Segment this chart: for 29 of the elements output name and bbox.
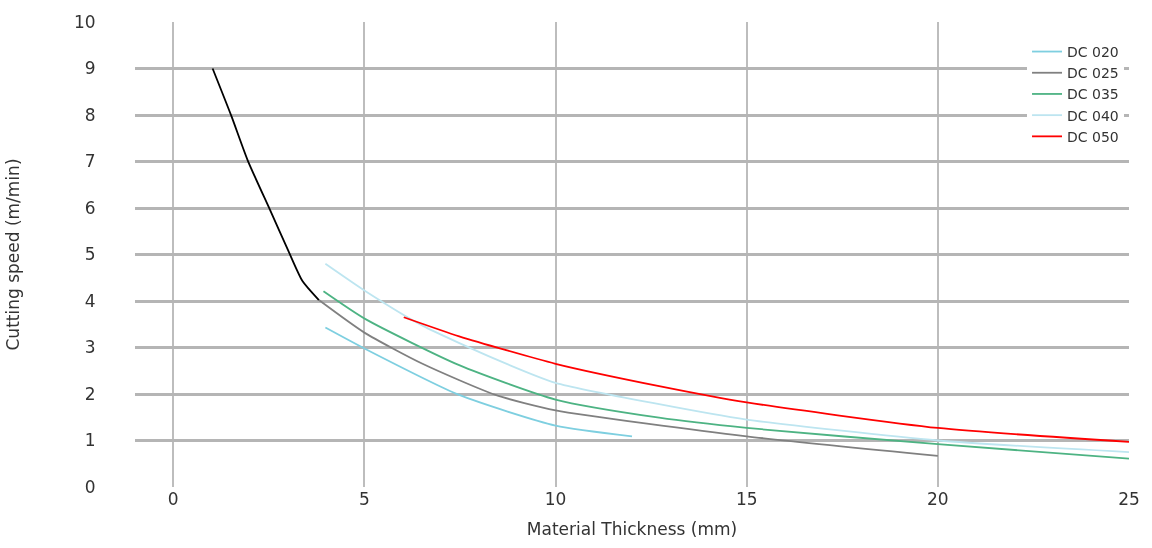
legend-label: DC 050 [1067, 128, 1119, 145]
y-tick-label: 2 [84, 383, 96, 404]
y-tick-label: 9 [84, 58, 96, 79]
legend-label: DC 020 [1067, 44, 1119, 61]
line-series [402, 316, 1129, 443]
y-tick-label: 6 [84, 197, 96, 218]
line-series [324, 326, 633, 438]
x-tick-label: 0 [167, 489, 179, 509]
line-series [211, 67, 320, 301]
x-tick-label: 15 [735, 489, 758, 509]
x-tick-label: 10 [544, 489, 567, 509]
line-series [324, 262, 1129, 454]
y-tick-label: 1 [84, 430, 96, 451]
legend-label: DC 040 [1067, 107, 1119, 124]
y-tick-label: 8 [84, 104, 96, 125]
y-axis-title: Cutting speed (m/min) [2, 158, 23, 351]
y-tick-label: 7 [84, 151, 96, 172]
x-tick-label: 20 [927, 489, 949, 509]
line-series [317, 299, 939, 457]
legend-label: DC 035 [1067, 86, 1119, 103]
x-tick-label: 25 [1118, 489, 1140, 509]
x-tick-label: 5 [358, 489, 370, 509]
line-series [322, 290, 1129, 460]
x-axis-title: Material Thickness (mm) [526, 519, 738, 540]
legend-label: DC 025 [1067, 65, 1119, 82]
y-tick-label: 5 [84, 244, 96, 265]
y-tick-label: 3 [84, 337, 96, 358]
y-tick-label: 4 [84, 290, 96, 311]
y-tick-label: 10 [73, 11, 96, 32]
